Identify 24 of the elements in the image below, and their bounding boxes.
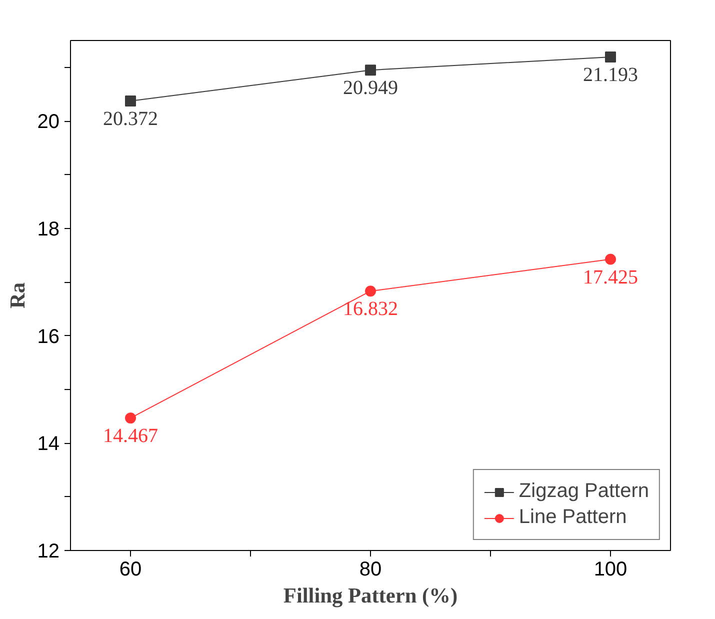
point [125, 96, 136, 107]
data-label: 14.467 [103, 425, 158, 448]
y-tick-label: 14 [37, 433, 60, 456]
y-tick-label: 20 [37, 111, 60, 134]
y-tick-label: 12 [37, 540, 60, 562]
data-label: 17.425 [583, 266, 638, 288]
data-label: 20.949 [343, 77, 398, 100]
x-tick-label: 100 [594, 558, 628, 580]
x-axis-title: Filling Pattern (%) [283, 584, 458, 608]
point [125, 412, 136, 424]
y-tick-label: 16 [37, 326, 60, 348]
data-label: 16.832 [343, 298, 398, 320]
point [605, 51, 616, 62]
legend-label: Line Pattern [518, 506, 627, 529]
point [605, 254, 616, 265]
x-tick-label: 80 [359, 558, 382, 580]
data-label: 21.193 [583, 64, 638, 86]
point [365, 64, 376, 76]
y-tick-label: 18 [37, 218, 60, 240]
x-tick-label: 60 [119, 558, 142, 580]
point [365, 286, 376, 297]
legend-label: Zigzag Pattern [518, 480, 649, 503]
data-label: 20.372 [103, 108, 158, 130]
y-axis-title: Ra [5, 282, 30, 309]
